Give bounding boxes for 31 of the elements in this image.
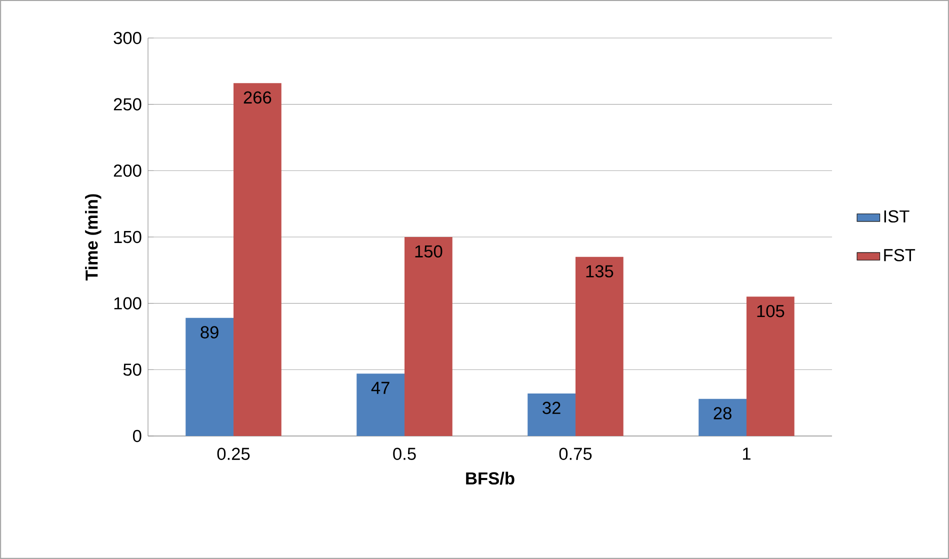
x-tick-label: 1	[742, 448, 750, 460]
data-label: 105	[757, 304, 784, 318]
y-tick-label: 250	[114, 98, 142, 110]
bar	[404, 236, 452, 436]
data-label: 32	[542, 402, 560, 414]
bar	[186, 318, 234, 436]
y-tick-label: 300	[114, 32, 142, 44]
data-label: 47	[371, 382, 390, 394]
x-tick-label: 0.5	[393, 448, 416, 460]
bar	[356, 374, 405, 436]
bar	[698, 398, 746, 436]
bar	[576, 256, 624, 436]
y-axis-title: Time (min)	[85, 194, 102, 280]
data-label: 135	[586, 265, 614, 278]
legend-label: IST	[884, 210, 910, 223]
data-label: 266	[244, 91, 272, 104]
data-label: 28	[714, 407, 732, 420]
bar	[528, 394, 576, 436]
x-tick-label: 0.25	[217, 448, 250, 460]
legend-label: FST	[884, 248, 916, 262]
y-tick-label: 0	[132, 430, 142, 442]
y-tick-label: 150	[114, 230, 142, 244]
data-label: 89	[200, 326, 218, 338]
x-axis-title: BFS/b	[466, 472, 514, 485]
y-tick-label: 200	[114, 164, 142, 177]
y-tick-label: 100	[114, 297, 142, 310]
bar	[746, 296, 794, 436]
x-tick-label: 0.75	[559, 448, 592, 460]
y-tick-label: 50	[123, 364, 142, 376]
bar	[234, 83, 282, 436]
data-label: 150	[415, 245, 442, 258]
